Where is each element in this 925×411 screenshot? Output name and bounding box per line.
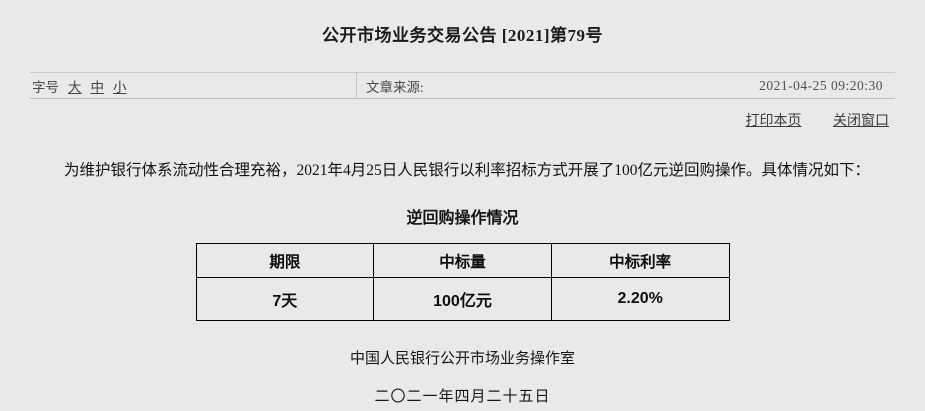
announcement-body-text: 为维护银行体系流动性合理充裕，2021年4月25日人民银行以利率招标方式开展了1… [64, 162, 871, 179]
header-cell-rate: 中标利率 [550, 243, 730, 278]
font-size-large-link[interactable]: 大 [68, 79, 82, 95]
article-source-label: 文章来源: [366, 79, 424, 95]
cell-term: 7天 [195, 277, 375, 321]
table-row: 7天 100亿元 2.20% [195, 277, 730, 321]
page-actions: 打印本页 关闭窗口 [32, 99, 890, 129]
reverse-repo-table: 期限 中标量 中标利率 7天 100亿元 2.20% [195, 243, 730, 321]
issuer-signature: 中国人民银行公开市场业务操作室 [349, 351, 575, 367]
font-size-control: 字号 大 中 小 [30, 73, 356, 98]
cell-volume: 100亿元 [373, 277, 552, 321]
close-window-link[interactable]: 关闭窗口 [833, 114, 889, 129]
print-page-link[interactable]: 打印本页 [745, 114, 802, 129]
table-header-row: 期限 中标量 中标利率 [195, 243, 730, 278]
font-size-label: 字号 [32, 79, 59, 95]
table-title: 逆回购操作情况 [406, 210, 519, 227]
header-cell-term: 期限 [195, 243, 375, 278]
article-meta-bar: 字号 大 中 小 文章来源: 2021-04-25 09:20:30 [30, 72, 895, 99]
font-size-small-link[interactable]: 小 [113, 79, 127, 95]
header-cell-volume: 中标量 [373, 243, 552, 278]
publish-timestamp: 2021-04-25 09:20:30 [759, 77, 883, 93]
page-title: 公开市场业务交易公告 [2021]第79号 [321, 26, 604, 45]
issue-date: 二〇二一年四月二十五日 [374, 389, 551, 405]
font-size-medium-link[interactable]: 中 [90, 79, 105, 95]
toolbar-divider [356, 73, 357, 98]
cell-rate: 2.20% [550, 277, 730, 321]
